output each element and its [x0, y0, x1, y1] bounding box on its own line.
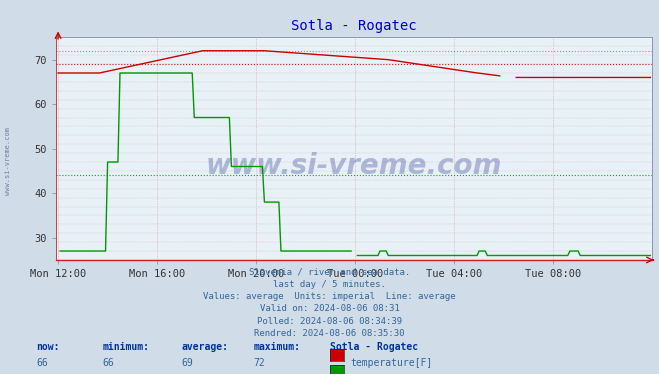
Text: 66: 66	[102, 358, 114, 368]
Text: temperature[F]: temperature[F]	[351, 358, 433, 368]
Text: 72: 72	[254, 358, 266, 368]
Text: www.si-vreme.com: www.si-vreme.com	[5, 127, 11, 195]
Text: average:: average:	[181, 342, 228, 352]
Text: minimum:: minimum:	[102, 342, 149, 352]
Text: now:: now:	[36, 342, 60, 352]
Text: Valid on: 2024-08-06 08:31: Valid on: 2024-08-06 08:31	[260, 304, 399, 313]
Text: maximum:: maximum:	[254, 342, 301, 352]
Title: Sotla - Rogatec: Sotla - Rogatec	[291, 19, 417, 33]
Text: Slovenia / river and sea data.: Slovenia / river and sea data.	[249, 267, 410, 276]
Text: 66: 66	[36, 358, 48, 368]
Text: Polled: 2024-08-06 08:34:39: Polled: 2024-08-06 08:34:39	[257, 317, 402, 326]
Text: Sotla - Rogatec: Sotla - Rogatec	[330, 342, 418, 352]
Text: Rendred: 2024-08-06 08:35:30: Rendred: 2024-08-06 08:35:30	[254, 329, 405, 338]
Text: last day / 5 minutes.: last day / 5 minutes.	[273, 280, 386, 289]
Text: www.si-vreme.com: www.si-vreme.com	[206, 153, 502, 181]
Text: Values: average  Units: imperial  Line: average: Values: average Units: imperial Line: av…	[203, 292, 456, 301]
Text: 69: 69	[181, 358, 193, 368]
